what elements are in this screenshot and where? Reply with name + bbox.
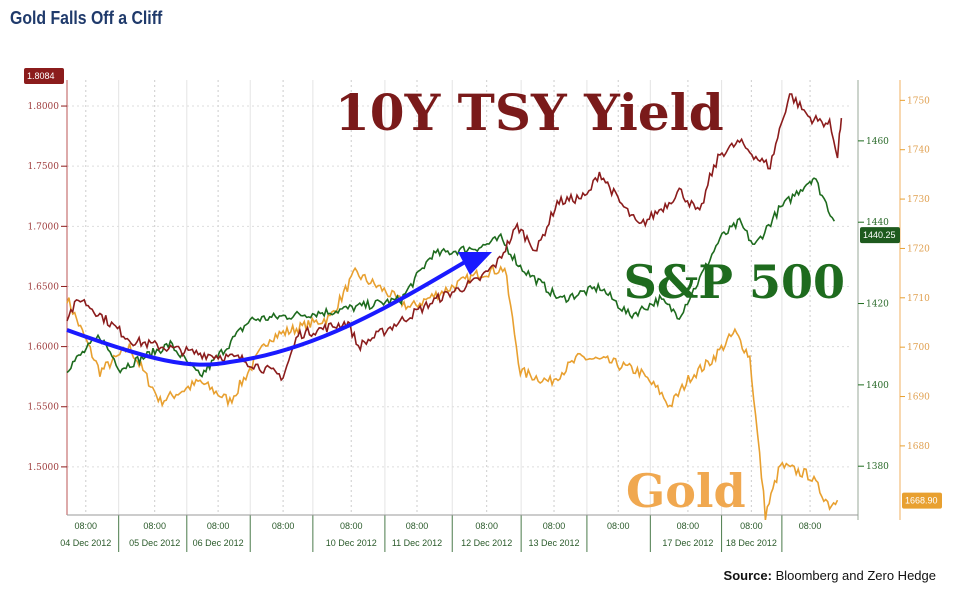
x-tick-time: 08:00 bbox=[340, 521, 363, 531]
left-axis-tick-label: 1.6500 bbox=[28, 282, 60, 292]
x-tick-date: 13 Dec 2012 bbox=[529, 538, 580, 548]
gold-axis-tick-label: 1720 bbox=[907, 244, 930, 254]
x-tick-date: 11 Dec 2012 bbox=[392, 538, 442, 548]
x-tick-date: 18 Dec 2012 bbox=[726, 538, 777, 548]
yield-last-value: 1.8084 bbox=[27, 71, 55, 81]
source-text: Bloomberg and Zero Hedge bbox=[775, 568, 936, 583]
x-tick-time: 08:00 bbox=[207, 521, 230, 531]
sp-axis-tick-label: 1440 bbox=[866, 218, 889, 228]
series-label-sp500: S&P 500 bbox=[624, 255, 845, 309]
series-line-gold bbox=[66, 263, 839, 521]
x-tick-date: 17 Dec 2012 bbox=[662, 538, 713, 548]
plot-area bbox=[67, 80, 850, 515]
x-tick-date: 06 Dec 2012 bbox=[193, 538, 244, 548]
series-line-10y-tsy-yield bbox=[66, 93, 843, 382]
x-tick-date: 04 Dec 2012 bbox=[60, 538, 111, 548]
sp-axis-tick-label: 1380 bbox=[866, 462, 889, 472]
annotation-arrow bbox=[66, 260, 467, 367]
left-axis-tick-label: 1.7500 bbox=[28, 162, 60, 172]
left-axis-tick-label: 1.7000 bbox=[28, 222, 60, 232]
series-line-s-p-500 bbox=[66, 177, 836, 378]
gold-axis-tick-label: 1730 bbox=[907, 195, 930, 205]
sp-axis-tick-label: 1460 bbox=[866, 137, 889, 147]
yield-last-value-bg bbox=[24, 68, 64, 84]
chart-title: Gold Falls Off a Cliff bbox=[10, 8, 163, 28]
x-tick-time: 08:00 bbox=[607, 521, 630, 531]
gold-last-value: 1668.90 bbox=[905, 496, 938, 506]
x-tick-time: 08:00 bbox=[677, 521, 700, 531]
x-tick-time: 08:00 bbox=[143, 521, 166, 531]
x-tick-date: 12 Dec 2012 bbox=[461, 538, 512, 548]
gold-axis-tick-label: 1700 bbox=[907, 343, 930, 353]
x-tick-date: 05 Dec 2012 bbox=[129, 538, 180, 548]
source-label: Source: bbox=[723, 568, 772, 583]
x-tick-time: 08:00 bbox=[475, 521, 498, 531]
x-tick-time: 08:00 bbox=[406, 521, 429, 531]
x-tick-time: 08:00 bbox=[543, 521, 566, 531]
sp-last-value-bg bbox=[860, 227, 900, 244]
series-label-yield: 10Y TSY Yield bbox=[335, 83, 724, 142]
gold-axis-tick-label: 1740 bbox=[907, 146, 930, 156]
gold-axis-tick-label: 1690 bbox=[907, 393, 930, 403]
gold-axis-tick-label: 1710 bbox=[907, 294, 930, 304]
left-axis-tick-label: 1.6000 bbox=[28, 343, 60, 353]
gold-last-value-bg bbox=[902, 492, 942, 509]
source-note: Source: Bloomberg and Zero Hedge bbox=[724, 568, 936, 583]
gold-axis-tick-label: 1680 bbox=[907, 442, 930, 452]
sp-axis-tick-label: 1420 bbox=[866, 300, 889, 310]
sp-axis-tick-label: 1400 bbox=[866, 381, 889, 391]
x-tick-time: 08:00 bbox=[799, 521, 822, 531]
x-tick-date: 10 Dec 2012 bbox=[326, 538, 377, 548]
x-tick-time: 08:00 bbox=[75, 521, 98, 531]
x-tick-time: 08:00 bbox=[272, 521, 295, 531]
sp-last-value: 1440.25 bbox=[863, 230, 896, 240]
series-label-gold: Gold bbox=[626, 464, 746, 518]
left-axis-tick-label: 1.8000 bbox=[28, 102, 60, 112]
annotation-arrowhead bbox=[458, 252, 492, 275]
gold-axis-tick-label: 1750 bbox=[907, 96, 930, 106]
x-tick-time: 08:00 bbox=[740, 521, 763, 531]
left-axis-tick-label: 1.5500 bbox=[28, 403, 60, 413]
left-axis-tick-label: 1.5000 bbox=[28, 463, 60, 473]
